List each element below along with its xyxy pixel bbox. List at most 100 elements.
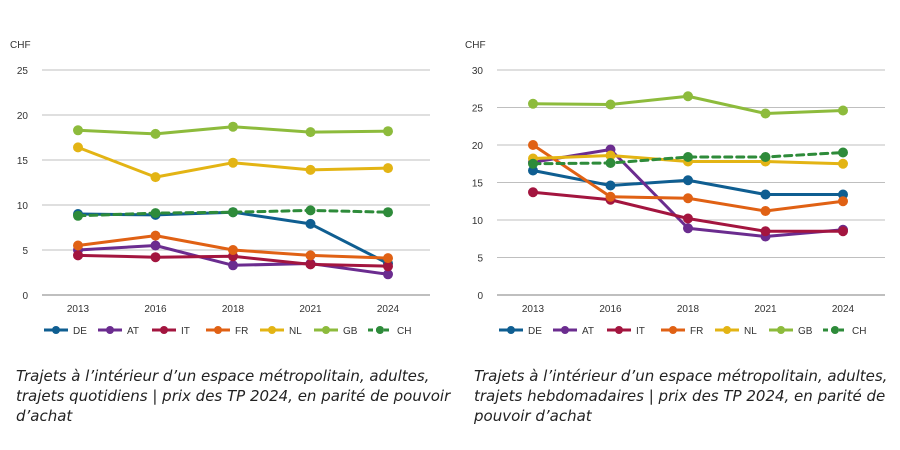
- legend-label: CH: [852, 326, 866, 337]
- legend-label: NL: [744, 326, 757, 337]
- data-point: [228, 121, 238, 132]
- series-it: [528, 187, 848, 237]
- legend-label: NL: [289, 326, 302, 337]
- legend-label: DE: [73, 326, 87, 337]
- data-point: [605, 180, 616, 191]
- data-point: [838, 105, 848, 116]
- data-point: [150, 252, 161, 263]
- data-point: [605, 99, 616, 110]
- y-tick-label: 10: [472, 216, 484, 227]
- legend-item-fr: FR: [661, 326, 703, 337]
- data-point: [305, 164, 316, 175]
- data-point: [228, 260, 238, 271]
- legend-label: IT: [636, 326, 645, 337]
- legend-item-ch: CH: [368, 326, 411, 337]
- data-point: [150, 128, 161, 139]
- x-tick-label: 2013: [522, 304, 545, 315]
- chart-caption-daily: Trajets à l’intérieur d’un espace métrop…: [16, 367, 451, 425]
- series-gb: [528, 91, 848, 119]
- data-point: [605, 191, 616, 202]
- data-point: [528, 158, 538, 169]
- data-point: [838, 196, 848, 207]
- data-point: [383, 261, 393, 272]
- data-point: [150, 240, 161, 251]
- x-tick-label: 2013: [67, 304, 90, 315]
- data-point: [838, 226, 848, 237]
- legend-item-at: AT: [98, 326, 139, 337]
- legend: DE AT IT FR NL GB CH: [499, 326, 866, 337]
- data-point: [305, 259, 316, 270]
- data-point: [838, 147, 848, 158]
- legend-marker: [52, 326, 60, 334]
- x-tick-label: 2018: [677, 304, 700, 315]
- data-point: [383, 269, 393, 280]
- y-tick-label: 25: [472, 104, 484, 115]
- y-tick-label: 25: [17, 66, 29, 77]
- chart-svg: CHF 0 5 10 15 20 25 2013 2016 2018 2021 2024 DE AT IT F…: [10, 40, 430, 337]
- data-point: [760, 189, 771, 200]
- legend-item-gb: GB: [769, 326, 813, 337]
- legend-label: FR: [690, 326, 703, 337]
- x-tick-label: 2016: [599, 304, 622, 315]
- y-tick-label: 20: [17, 111, 29, 122]
- legend-item-at: AT: [553, 326, 594, 337]
- x-tick-label: 2018: [222, 304, 245, 315]
- legend-marker: [106, 326, 114, 334]
- series-ch: [528, 147, 848, 169]
- legend-marker: [507, 326, 515, 334]
- x-tick-label: 2024: [377, 304, 400, 315]
- legend-item-it: IT: [607, 326, 645, 337]
- chart-weekly-trips: CHF 0 5 10 15 20 25 30 2013 2016 2018 2021 2024 DE AT I…: [455, 0, 895, 350]
- legend-marker: [777, 326, 785, 334]
- legend-item-de: DE: [499, 326, 542, 337]
- data-point: [605, 158, 616, 168]
- data-point: [383, 253, 393, 264]
- data-point: [383, 163, 393, 174]
- data-point: [73, 142, 83, 153]
- legend-item-de: DE: [44, 326, 87, 337]
- data-point: [73, 250, 83, 261]
- legend-label: FR: [235, 326, 248, 337]
- data-point: [838, 158, 848, 169]
- legend-marker: [376, 326, 384, 334]
- data-point: [528, 140, 538, 150]
- legend-marker: [615, 326, 623, 334]
- legend-item-gb: GB: [314, 326, 358, 337]
- legend-label: IT: [181, 326, 190, 337]
- data-point: [228, 207, 238, 218]
- legend-label: CH: [397, 326, 411, 337]
- data-point: [683, 213, 693, 224]
- legend-marker: [669, 326, 677, 334]
- data-point: [150, 230, 161, 241]
- chart-daily-trips: CHF 0 5 10 15 20 25 2013 2016 2018 2021 2024 DE AT IT F…: [0, 0, 440, 350]
- legend-marker: [723, 326, 731, 334]
- data-point: [150, 208, 161, 219]
- y-tick-label: 0: [22, 291, 28, 302]
- y-tick-label: 15: [17, 156, 29, 167]
- data-point: [73, 125, 83, 136]
- series-nl: [73, 142, 393, 183]
- legend-marker: [160, 326, 168, 334]
- legend-item-it: IT: [152, 326, 190, 337]
- data-point: [683, 175, 693, 186]
- data-point: [528, 98, 538, 109]
- y-tick-label: 10: [17, 201, 29, 212]
- x-tick-label: 2016: [144, 304, 167, 315]
- legend-marker: [831, 326, 839, 334]
- data-point: [383, 207, 393, 218]
- data-point: [683, 223, 693, 234]
- data-point: [305, 205, 316, 216]
- chart-caption-weekly: Trajets à l’intérieur d’un espace métrop…: [474, 367, 888, 425]
- data-point: [228, 157, 238, 168]
- y-tick-label: 30: [472, 66, 484, 77]
- legend-marker: [561, 326, 569, 334]
- y-tick-label: 5: [477, 254, 483, 265]
- legend-label: AT: [127, 326, 139, 337]
- x-tick-label: 2021: [299, 304, 322, 315]
- legend-marker: [322, 326, 330, 334]
- data-point: [73, 240, 83, 251]
- legend-item-nl: NL: [260, 326, 302, 337]
- data-point: [383, 126, 393, 137]
- legend-marker: [268, 326, 276, 334]
- x-tick-label: 2021: [754, 304, 777, 315]
